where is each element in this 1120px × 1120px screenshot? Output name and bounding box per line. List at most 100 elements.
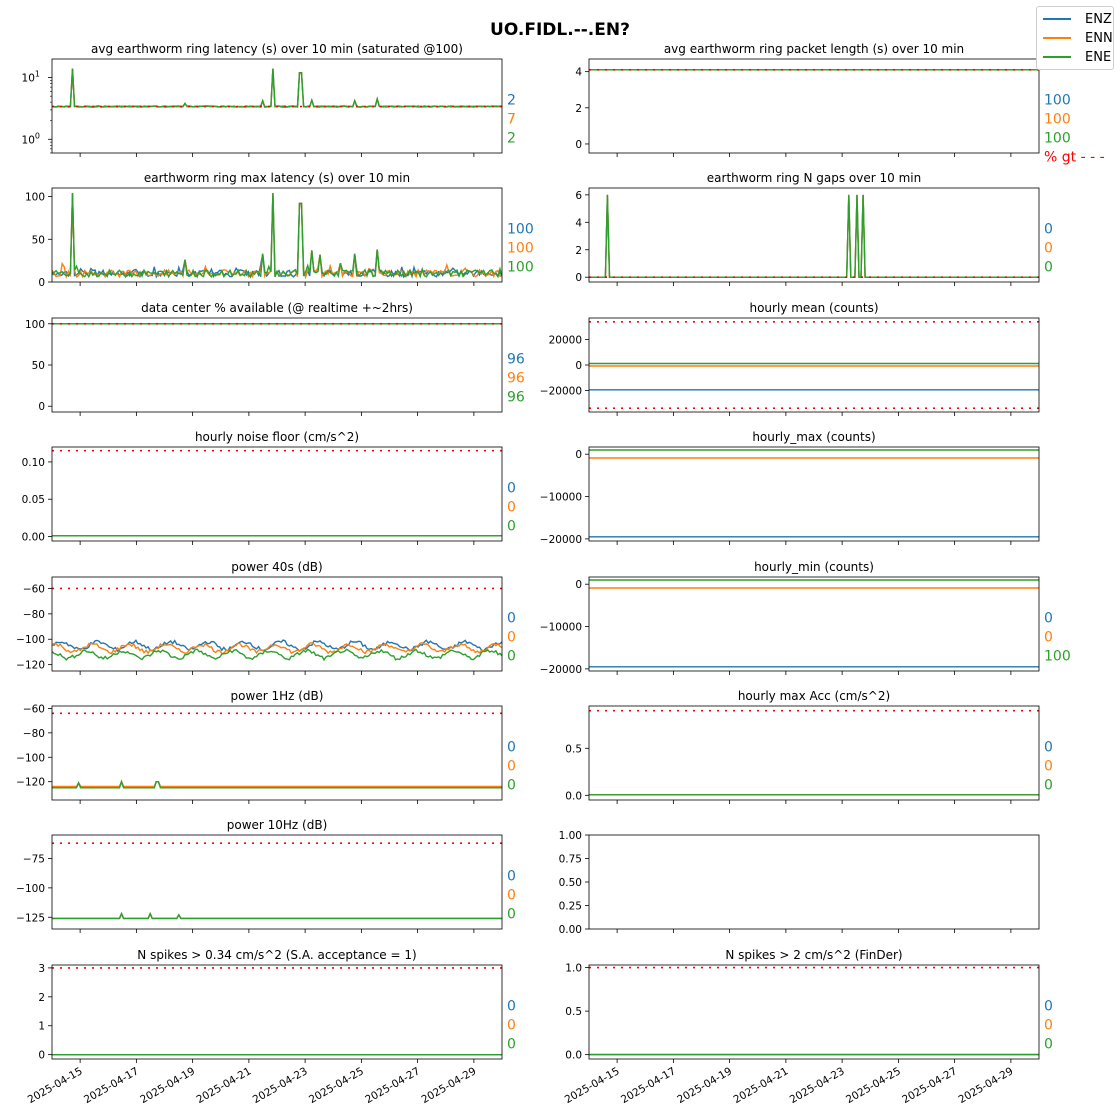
legend-swatch bbox=[1043, 56, 1071, 58]
percent-label-ene: 0 bbox=[1044, 1037, 1053, 1053]
y-tick-label: 0.5 bbox=[565, 1006, 582, 1018]
subplot-title: N spikes > 2 cm/s^2 (FinDer) bbox=[725, 948, 902, 962]
y-tick-label: −20000 bbox=[540, 534, 582, 546]
x-tick-label: 2025-04-27 bbox=[900, 1065, 959, 1106]
subplot-16: N spikes > 2 cm/s^2 (FinDer) 0.0 0.5 1.0 202… bbox=[563, 948, 1053, 1106]
y-tick-label: 101 bbox=[22, 70, 40, 85]
x-tick-label: 2025-04-19 bbox=[675, 1065, 734, 1106]
percent-label-enn: 100 bbox=[1044, 112, 1071, 128]
legend-swatch bbox=[1043, 18, 1071, 20]
percent-label-ene: 100 bbox=[1044, 649, 1071, 665]
y-tick-label: 0 bbox=[575, 579, 582, 591]
y-tick-label: 0.75 bbox=[559, 854, 582, 866]
y-tick-label: 0 bbox=[38, 277, 45, 289]
series-line-ene bbox=[52, 68, 502, 108]
subplot-title: power 1Hz (dB) bbox=[231, 689, 324, 703]
subplot-title: earthworm ring N gaps over 10 min bbox=[707, 171, 921, 185]
subplot-title: avg earthworm ring packet length (s) ove… bbox=[664, 42, 964, 56]
y-tick-label: 0 bbox=[38, 401, 45, 413]
percent-label-ene: 0 bbox=[1044, 778, 1053, 794]
percent-label-enn: 100 bbox=[507, 241, 534, 257]
percent-label-ene: 0 bbox=[507, 1037, 516, 1053]
plot-area bbox=[52, 193, 502, 280]
figure-title: UO.FIDL.--.EN? bbox=[490, 20, 630, 40]
percent-label-enn: 7 bbox=[507, 112, 516, 128]
subplot-7: hourly noise floor (cm/s^2) 0.00 0.05 0.10 0… bbox=[22, 430, 516, 545]
percent-label-enz: 0 bbox=[507, 869, 516, 885]
percent-label-ene: 0 bbox=[1044, 260, 1053, 276]
plot-area bbox=[589, 321, 1039, 409]
y-tick-label: −10000 bbox=[540, 492, 582, 504]
percent-label-ene: 100 bbox=[1044, 131, 1071, 147]
subplot-9: power 40s (dB) −120 −100 −80 −60 0 0 0 bbox=[16, 560, 516, 675]
percent-label-enn: 0 bbox=[507, 888, 516, 904]
subplot-8: hourly_max (counts) −20000 −10000 0 bbox=[540, 430, 1040, 546]
legend-label: ENE bbox=[1085, 49, 1112, 65]
subplot-title: hourly noise floor (cm/s^2) bbox=[195, 430, 359, 444]
y-tick-label: −20000 bbox=[540, 664, 582, 676]
legend-label: ENN bbox=[1085, 30, 1113, 46]
series-line-enz bbox=[52, 193, 502, 279]
y-tick-label: 0.50 bbox=[559, 877, 582, 889]
plot-area bbox=[52, 712, 502, 789]
plot-frame bbox=[51, 317, 503, 413]
plot-area bbox=[589, 449, 1039, 538]
subplot-title: avg earthworm ring latency (s) over 10 m… bbox=[91, 42, 463, 56]
subplot-title: power 10Hz (dB) bbox=[227, 818, 328, 832]
percent-label-enz: 0 bbox=[1044, 999, 1053, 1015]
x-tick-label: 2025-04-15 bbox=[26, 1065, 85, 1106]
y-tick-label: 50 bbox=[32, 360, 45, 372]
subplot-5: data center % available (@ realtime +~2h… bbox=[25, 301, 525, 416]
percent-label-enz: 0 bbox=[1044, 222, 1053, 238]
percent-label-enz: 0 bbox=[1044, 611, 1053, 627]
percent-label-enn: 0 bbox=[507, 1018, 516, 1034]
y-tick-label: 2 bbox=[38, 992, 45, 1004]
series-line-enz bbox=[52, 68, 502, 108]
plot-frame bbox=[588, 834, 1040, 930]
y-tick-label: 0.0 bbox=[565, 790, 582, 802]
percent-label-enn: 0 bbox=[507, 500, 516, 516]
y-tick-label: 4 bbox=[575, 67, 582, 79]
x-tick-label: 2025-04-23 bbox=[788, 1065, 847, 1106]
percent-label-ene: 0 bbox=[507, 519, 516, 535]
plot-frame bbox=[588, 187, 1040, 283]
percent-label-ene: 2 bbox=[507, 131, 516, 147]
plot-frame bbox=[51, 705, 503, 801]
percent-label-enn: 0 bbox=[507, 630, 516, 646]
percent-label-enn: 0 bbox=[1044, 1018, 1053, 1034]
series-line-enn bbox=[52, 68, 502, 108]
percent-label-enz: 0 bbox=[507, 999, 516, 1015]
y-tick-label: 1.00 bbox=[559, 830, 582, 842]
x-tick-label: 2025-04-21 bbox=[195, 1065, 254, 1106]
y-tick-label: 2 bbox=[575, 245, 582, 257]
subplot-1: avg earthworm ring latency (s) over 10 m… bbox=[22, 42, 516, 157]
subplot-4: earthworm ring N gaps over 10 min 0 2 4 6 0 0 0 bbox=[575, 171, 1053, 286]
x-tick-label: 2025-04-17 bbox=[82, 1065, 141, 1106]
y-tick-label: 0 bbox=[575, 360, 582, 372]
subplot-title: hourly mean (counts) bbox=[749, 301, 878, 315]
subplot-title: hourly max Acc (cm/s^2) bbox=[738, 689, 890, 703]
subplot-title: data center % available (@ realtime +~2h… bbox=[141, 301, 413, 315]
y-tick-label: −60 bbox=[23, 703, 45, 715]
y-tick-label: 1 bbox=[38, 1021, 45, 1033]
y-tick-label: 1.0 bbox=[565, 963, 582, 975]
plot-frame bbox=[588, 964, 1040, 1060]
y-tick-label: −20000 bbox=[540, 385, 582, 397]
subplot-10: hourly_min (counts) −20000 −10000 0 0 0 100 bbox=[540, 560, 1071, 676]
plot-area bbox=[52, 967, 502, 1056]
series-line-ene bbox=[52, 193, 502, 279]
plot-area bbox=[52, 449, 502, 537]
y-tick-label: −100 bbox=[16, 634, 45, 646]
plot-area bbox=[589, 579, 1039, 668]
x-tick-label: 2025-04-29 bbox=[420, 1065, 479, 1106]
percent-label-enz: 2 bbox=[507, 93, 516, 109]
y-tick-label: 0.05 bbox=[22, 494, 45, 506]
y-tick-label: −80 bbox=[23, 728, 45, 740]
percent-label-enn: 0 bbox=[1044, 630, 1053, 646]
x-tick-label: 2025-04-19 bbox=[138, 1065, 197, 1106]
y-tick-label: 2 bbox=[575, 103, 582, 115]
plot-area bbox=[52, 587, 502, 662]
legend: ENZ ENN ENE bbox=[1036, 6, 1114, 70]
y-tick-label: 0 bbox=[575, 272, 582, 284]
legend-entry-ene: ENE bbox=[1043, 48, 1111, 66]
